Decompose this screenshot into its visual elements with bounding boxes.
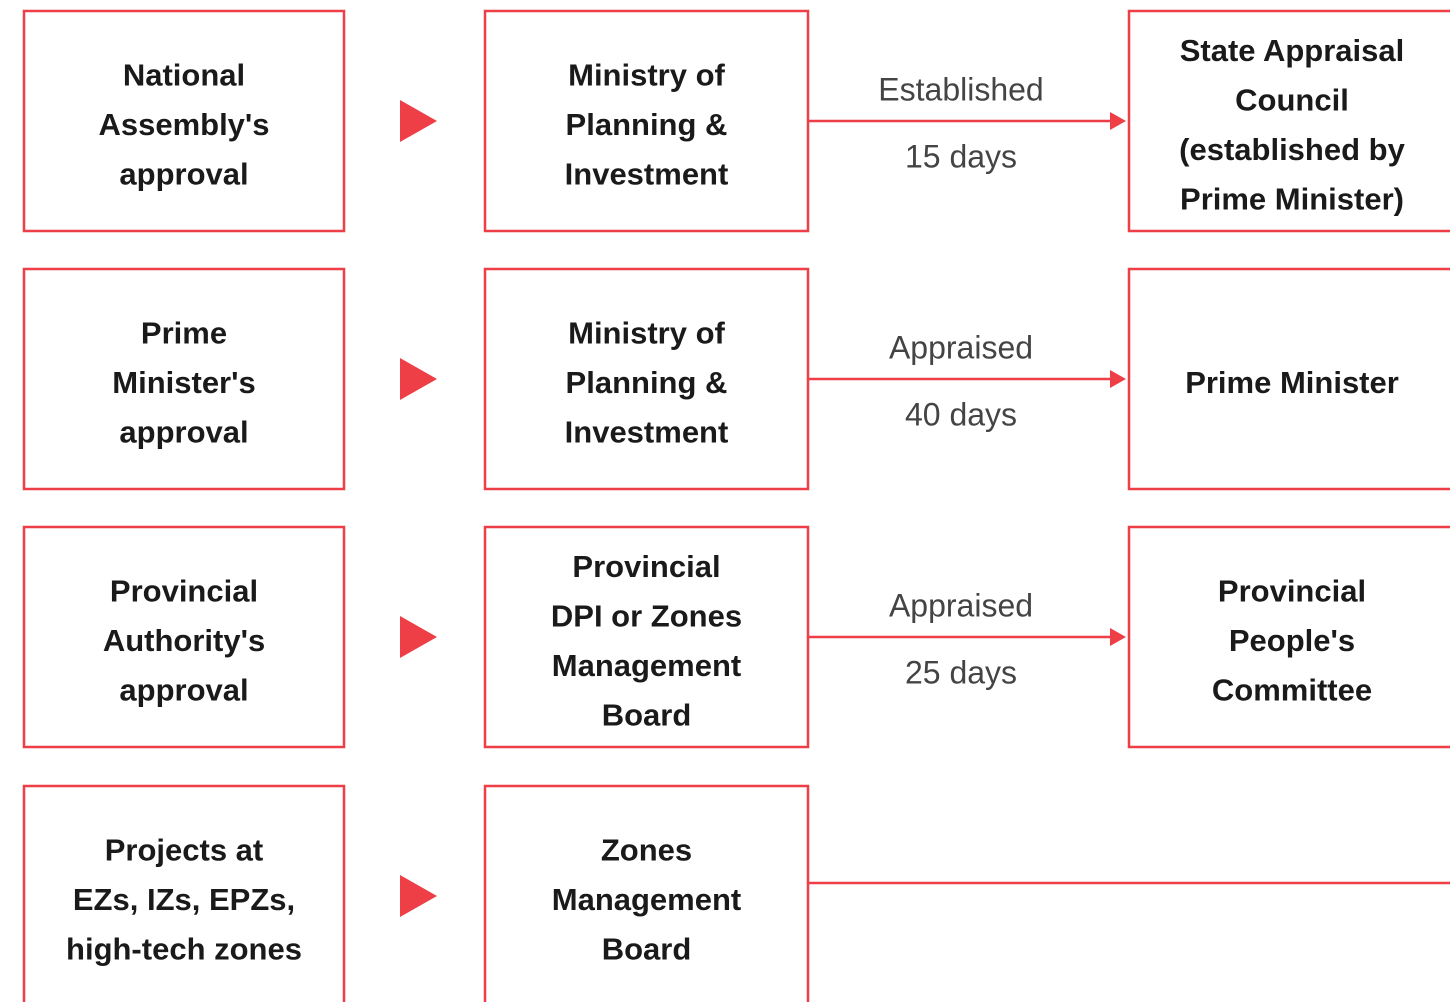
agency-text: DPI or Zones (551, 598, 742, 633)
agency-text: Provincial (572, 549, 720, 584)
agency-text: Management (552, 882, 741, 917)
source-text: EZs, IZs, EPZs, (73, 882, 295, 917)
target-box (1127, 9, 1450, 233)
target-box (1127, 525, 1450, 749)
agency-text: Planning & (566, 107, 728, 142)
source-text: Minister's (112, 365, 255, 400)
arrow-head (1110, 628, 1126, 646)
source-text: approval (119, 415, 248, 450)
agency-box (483, 9, 810, 233)
target-text: Provincial (1218, 574, 1366, 609)
agency-box (483, 525, 810, 749)
target-text: State Appraisal (1180, 33, 1405, 68)
source-text: Provincial (110, 574, 258, 609)
agency-text: Planning & (566, 365, 728, 400)
agency-text: Zones (601, 833, 692, 868)
duration-label: 40 days (905, 396, 1017, 432)
flow-triangle (400, 358, 437, 400)
arrow-head (1110, 112, 1126, 130)
agency-text: Ministry of (568, 316, 725, 351)
target-box (1127, 267, 1450, 491)
source-text: approval (119, 157, 248, 192)
source-box (22, 267, 346, 491)
target-text: Council (1235, 82, 1349, 117)
agency-text: Investment (565, 157, 729, 192)
flow-triangle (400, 100, 437, 142)
arrow-head (1110, 370, 1126, 388)
agency-text: Management (552, 648, 741, 683)
agency-text: Ministry of (568, 58, 725, 93)
action-label: Appraised (889, 329, 1033, 365)
agency-text: Investment (565, 415, 729, 450)
source-box (22, 9, 346, 233)
target-text: (established by (1179, 132, 1405, 167)
source-text: National (123, 58, 245, 93)
duration-label: 25 days (905, 654, 1017, 690)
target-text: Prime Minister (1185, 365, 1399, 400)
flow-triangle (400, 616, 437, 658)
agency-box (483, 267, 810, 491)
source-text: Prime (141, 316, 227, 351)
agency-box (483, 784, 810, 1002)
source-text: Assembly's (98, 107, 269, 142)
action-label: Appraised (889, 587, 1033, 623)
agency-text: Board (602, 697, 692, 732)
source-text: Authority's (103, 623, 265, 658)
source-box (22, 784, 346, 1002)
target-text: People's (1229, 623, 1355, 658)
agency-text: Board (602, 932, 692, 967)
source-text: approval (119, 673, 248, 708)
action-label: Established (878, 71, 1043, 107)
source-text: high-tech zones (66, 932, 302, 967)
flow-triangle (400, 875, 437, 917)
duration-label: 15 days (905, 138, 1017, 174)
source-box (22, 525, 346, 749)
target-text: Prime Minister) (1180, 181, 1404, 216)
source-text: Projects at (105, 833, 264, 868)
target-text: Committee (1212, 673, 1372, 708)
